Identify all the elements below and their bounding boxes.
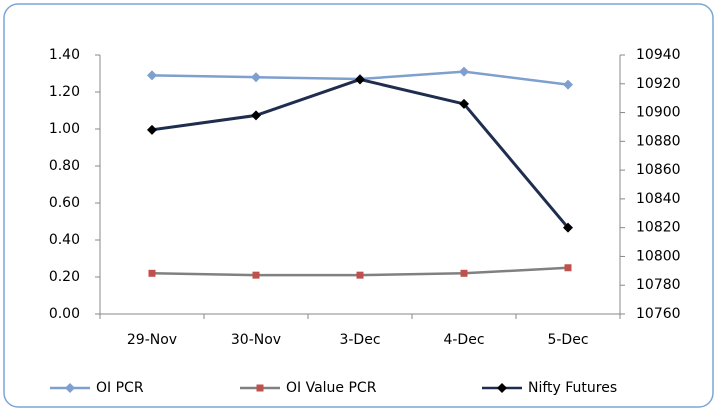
y2-tick-label: 10760	[636, 306, 681, 322]
series-marker	[356, 271, 364, 279]
x-tick-label: 4-Dec	[443, 332, 484, 348]
legend-label: Nifty Futures	[528, 380, 617, 396]
series-marker	[147, 70, 157, 81]
legend-marker	[256, 384, 264, 392]
legend-label: OI PCR	[96, 380, 144, 396]
y-tick-label: 0.40	[49, 232, 80, 248]
chart-frame	[3, 3, 714, 408]
series-marker	[148, 269, 156, 277]
y-tick-label: 0.60	[49, 195, 80, 211]
y-tick-label: 0.80	[49, 158, 80, 174]
series-marker	[459, 66, 469, 77]
x-tick-label: 3-Dec	[339, 332, 380, 348]
y-tick-label: 1.40	[49, 47, 80, 63]
y2-tick-label: 10780	[636, 277, 681, 293]
series-marker	[147, 124, 157, 135]
series-marker	[563, 222, 573, 233]
y-tick-label: 0.20	[49, 269, 80, 285]
legend-marker	[497, 383, 507, 393]
legend-label: OI Value PCR	[286, 380, 377, 396]
x-tick-label: 29-Nov	[127, 332, 177, 348]
y2-tick-label: 10840	[636, 191, 681, 207]
x-tick-label: 5-Dec	[547, 332, 588, 348]
y2-tick-label: 10800	[636, 248, 681, 264]
y-tick-label: 0.00	[49, 306, 80, 322]
y2-tick-label: 10940	[636, 47, 681, 63]
series-marker	[355, 74, 365, 85]
x-tick-label: 30-Nov	[231, 332, 281, 348]
legend-marker	[65, 383, 75, 393]
series-marker	[251, 110, 261, 121]
series-marker	[564, 264, 572, 272]
y-tick-label: 1.20	[49, 84, 80, 100]
y2-tick-label: 10820	[636, 220, 681, 236]
y-tick-label: 1.00	[49, 121, 80, 137]
y2-tick-label: 10920	[636, 76, 681, 92]
y2-tick-label: 10900	[636, 105, 681, 121]
series-marker	[460, 269, 468, 277]
y2-tick-label: 10860	[636, 162, 681, 178]
series-marker	[459, 98, 469, 109]
series-marker	[251, 72, 261, 83]
series-marker	[252, 271, 260, 279]
y2-tick-label: 10880	[636, 133, 681, 149]
series-marker	[563, 79, 573, 90]
